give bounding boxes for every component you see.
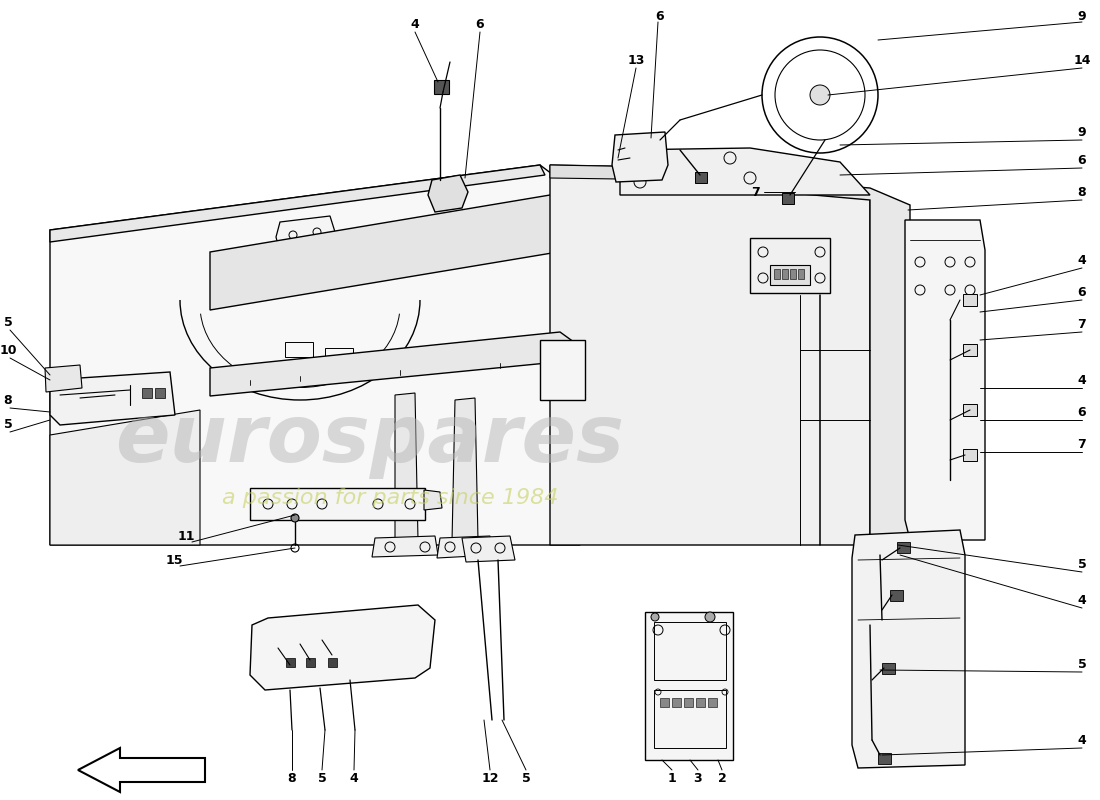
- Bar: [155, 388, 165, 398]
- Text: 3: 3: [694, 771, 702, 785]
- Bar: [286, 658, 295, 667]
- Text: 4: 4: [1078, 254, 1087, 266]
- Text: 4: 4: [410, 18, 419, 30]
- Bar: [645, 612, 733, 760]
- Polygon shape: [905, 220, 984, 540]
- Bar: [708, 698, 717, 707]
- Bar: [650, 136, 664, 148]
- Bar: [434, 80, 449, 94]
- Polygon shape: [45, 365, 82, 392]
- Polygon shape: [50, 410, 200, 545]
- Text: 6: 6: [475, 18, 484, 30]
- Polygon shape: [210, 195, 570, 310]
- Text: 8: 8: [1078, 186, 1087, 198]
- Text: 4: 4: [350, 771, 359, 785]
- Bar: [774, 269, 780, 279]
- Polygon shape: [620, 148, 870, 195]
- Polygon shape: [50, 372, 175, 425]
- Circle shape: [810, 85, 830, 105]
- Polygon shape: [424, 490, 442, 510]
- Circle shape: [705, 612, 715, 622]
- Polygon shape: [550, 165, 870, 545]
- Bar: [250, 488, 425, 520]
- Bar: [962, 294, 977, 306]
- Bar: [672, 698, 681, 707]
- Text: 5: 5: [1078, 558, 1087, 570]
- Bar: [798, 269, 804, 279]
- Text: 14: 14: [1074, 54, 1091, 66]
- Text: 5: 5: [3, 418, 12, 430]
- Text: eurospares: eurospares: [116, 401, 625, 479]
- Polygon shape: [276, 216, 336, 253]
- Bar: [770, 265, 810, 285]
- Bar: [878, 753, 891, 764]
- Text: 5: 5: [3, 315, 12, 329]
- Text: 6: 6: [1078, 406, 1087, 418]
- Bar: [962, 449, 977, 461]
- Bar: [782, 193, 794, 204]
- Text: 8: 8: [288, 771, 296, 785]
- Bar: [328, 658, 337, 667]
- Text: 1: 1: [668, 771, 676, 785]
- Polygon shape: [210, 332, 578, 396]
- Bar: [660, 698, 669, 707]
- Polygon shape: [395, 393, 418, 542]
- Bar: [882, 663, 895, 674]
- Text: 9: 9: [1078, 10, 1087, 22]
- Text: 12: 12: [482, 771, 498, 785]
- Text: 2: 2: [717, 771, 726, 785]
- Bar: [896, 542, 910, 553]
- Bar: [962, 404, 977, 416]
- Bar: [782, 269, 788, 279]
- Bar: [654, 622, 726, 680]
- Text: 15: 15: [165, 554, 183, 566]
- Text: 6: 6: [656, 10, 664, 22]
- Bar: [890, 590, 903, 601]
- Text: 7: 7: [1078, 318, 1087, 330]
- Polygon shape: [852, 530, 965, 768]
- Text: 11: 11: [177, 530, 195, 542]
- Bar: [684, 698, 693, 707]
- Polygon shape: [428, 175, 468, 212]
- Text: 13: 13: [627, 54, 645, 66]
- Bar: [285, 342, 314, 357]
- Polygon shape: [452, 398, 478, 542]
- Text: 4: 4: [1078, 374, 1087, 386]
- Polygon shape: [437, 536, 493, 558]
- Text: 4: 4: [1078, 734, 1087, 746]
- Bar: [540, 340, 585, 400]
- Text: 6: 6: [1078, 286, 1087, 298]
- Bar: [324, 348, 353, 363]
- Text: 10: 10: [0, 343, 16, 357]
- Text: 9: 9: [1078, 126, 1087, 138]
- Bar: [750, 238, 830, 293]
- Bar: [654, 690, 726, 748]
- Polygon shape: [550, 165, 825, 182]
- Bar: [696, 698, 705, 707]
- Text: 7: 7: [1078, 438, 1087, 450]
- Circle shape: [292, 514, 299, 522]
- Bar: [962, 344, 977, 356]
- Polygon shape: [462, 536, 515, 562]
- Text: 8: 8: [3, 394, 12, 406]
- Polygon shape: [78, 748, 205, 792]
- Bar: [306, 658, 315, 667]
- Text: 4: 4: [1078, 594, 1087, 606]
- Text: 6: 6: [1078, 154, 1087, 166]
- Polygon shape: [612, 132, 668, 182]
- Text: 5: 5: [318, 771, 327, 785]
- Polygon shape: [700, 175, 910, 545]
- Polygon shape: [250, 605, 434, 690]
- Polygon shape: [372, 536, 438, 557]
- Bar: [695, 172, 707, 183]
- Text: 5: 5: [1078, 658, 1087, 670]
- Text: 7: 7: [751, 186, 760, 198]
- Text: 5: 5: [521, 771, 530, 785]
- Text: a passion for parts since 1984: a passion for parts since 1984: [222, 488, 558, 508]
- Polygon shape: [50, 165, 580, 545]
- Polygon shape: [50, 165, 544, 242]
- Circle shape: [651, 613, 659, 621]
- Bar: [142, 388, 152, 398]
- Bar: [790, 269, 796, 279]
